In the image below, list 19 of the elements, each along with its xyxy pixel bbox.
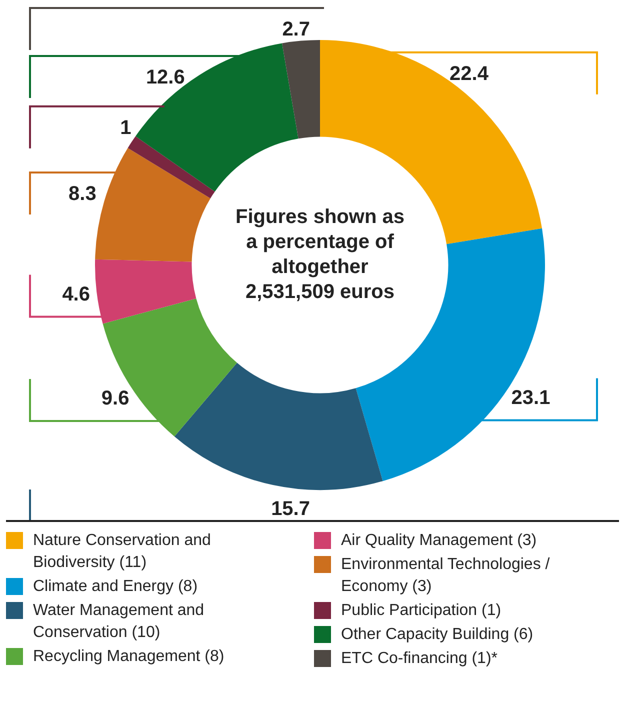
legend-label: Nature Conservation and Biodiversity (11) (33, 531, 212, 573)
legend-label: Climate and Energy (8) (33, 577, 198, 597)
legend-label: Recycling Management (8) (33, 647, 224, 667)
text: Figures shown as a percentage of altogether 2,531,509 euros (235, 205, 405, 305)
legend-label: Environmental Technologies / Economy (3) (341, 555, 551, 597)
data-label: 9.6 (101, 387, 130, 410)
legend-label: Air Quality Management (3) (341, 531, 537, 551)
data-label: 22.4 (450, 62, 490, 85)
data-label: 15.7 (271, 498, 310, 520)
data-label: 12.6 (146, 66, 185, 89)
data-label: 4.6 (62, 283, 90, 306)
legend-label: Other Capacity Building (6) (341, 625, 534, 645)
legend-label: Public Participation (1) (341, 601, 502, 621)
data-label: 1 (120, 116, 132, 139)
data-label: 23.1 (511, 386, 550, 409)
legend-label: ETC Co-financing (1)* (341, 649, 498, 669)
data-label: 2.7 (282, 18, 310, 41)
legend-label: Water Management and Conservation (10) (33, 601, 206, 643)
data-label: 8.3 (68, 183, 96, 206)
